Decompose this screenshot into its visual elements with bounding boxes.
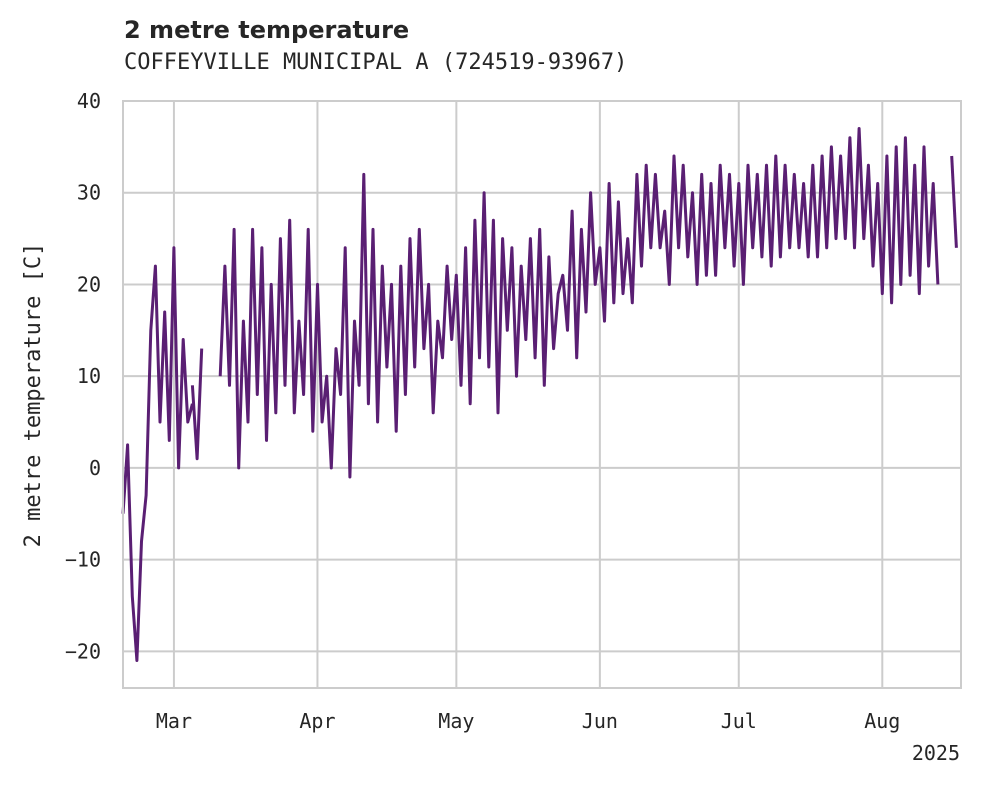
chart-title: 2 metre temperature — [124, 16, 410, 44]
x-tick-label: May — [438, 709, 474, 733]
x-tick-label: Jun — [582, 709, 618, 733]
temperature-line-segment — [121, 246, 194, 662]
y-tick-label: 0 — [89, 456, 101, 480]
y-tick-label: 30 — [77, 181, 101, 205]
plot-frame — [122, 100, 962, 689]
temperature-series — [121, 127, 958, 662]
year-label: 2025 — [912, 741, 960, 765]
y-tick-label: 40 — [77, 89, 101, 113]
y-tick-label: −10 — [65, 548, 101, 572]
x-tick-label: Jul — [721, 709, 757, 733]
y-tick-label: 10 — [77, 364, 101, 388]
y-tick-labels: 40 30 20 10 0 −10 −20 — [65, 89, 101, 663]
chart-subtitle: COFFEYVILLE MUNICIPAL A (724519-93967) — [124, 50, 628, 75]
x-tick-label: Mar — [156, 709, 192, 733]
temperature-line-segment — [950, 155, 958, 248]
x-tick-label: Aug — [864, 709, 900, 733]
y-tick-label: −20 — [65, 639, 101, 663]
y-axis-label: 2 metre temperature [C] — [21, 243, 46, 548]
temperature-line-segment — [218, 127, 940, 479]
temperature-line-segment — [190, 348, 204, 461]
grid-lines — [123, 100, 961, 688]
y-tick-label: 20 — [77, 272, 101, 296]
x-tick-labels: Mar Apr May Jun Jul Aug — [156, 709, 900, 733]
x-tick-label: Apr — [299, 709, 335, 733]
